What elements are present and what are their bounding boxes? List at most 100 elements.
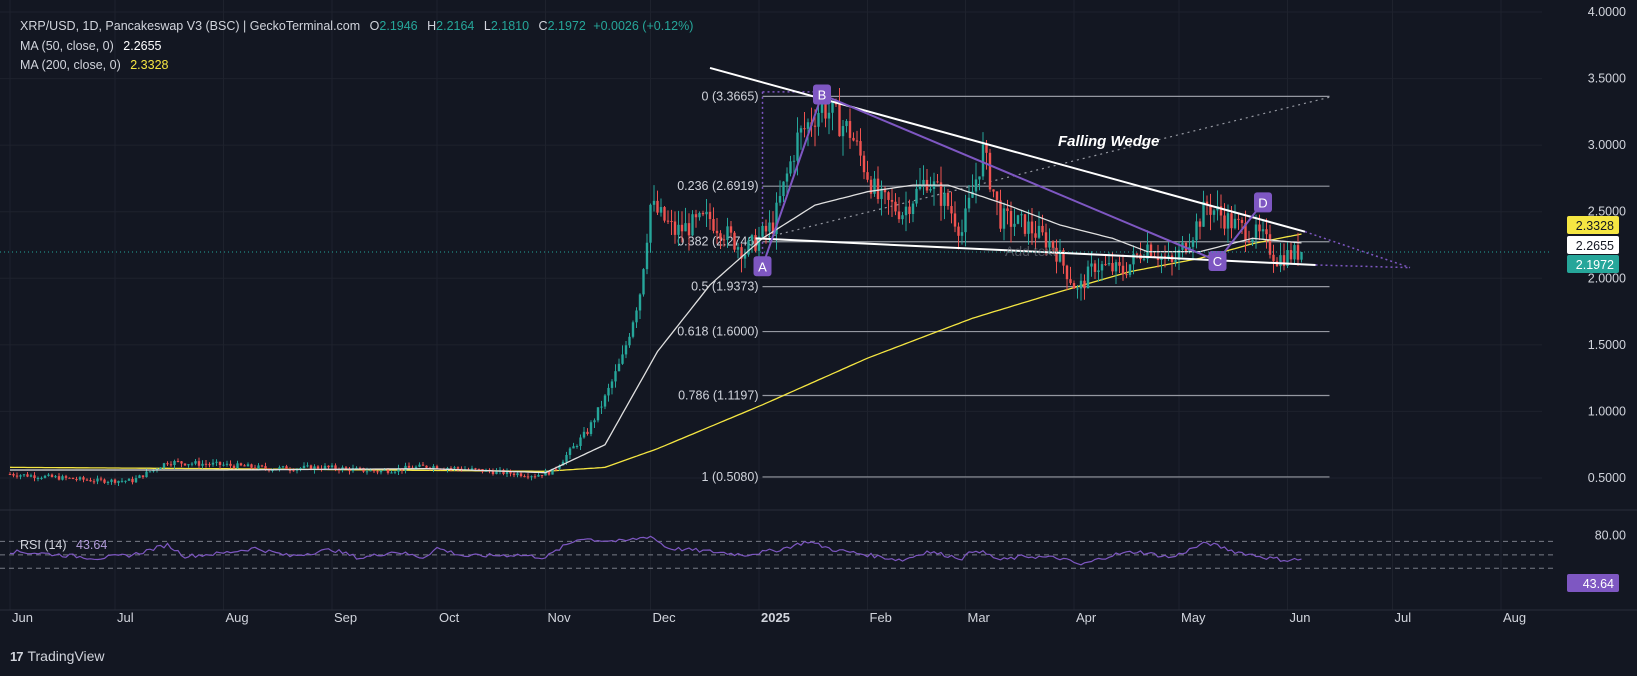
candle-body xyxy=(673,221,677,235)
rsi-badge-bg xyxy=(1567,574,1619,592)
candle-body xyxy=(96,478,99,482)
candle-body xyxy=(383,469,386,471)
candle-body xyxy=(855,140,859,142)
candle-body xyxy=(1009,211,1013,227)
price-badge: 2.1972 xyxy=(1567,255,1619,273)
candle-body xyxy=(873,178,876,194)
candle-body xyxy=(1111,263,1114,272)
candle-body xyxy=(971,191,974,198)
symbol-legend[interactable]: XRP/USD, 1D, Pancakeswap V3 (BSC) | Geck… xyxy=(20,19,693,33)
candle-body xyxy=(407,465,411,468)
time-tick-label: May xyxy=(1181,610,1206,625)
candle-body xyxy=(537,475,540,477)
candle-body xyxy=(1048,241,1051,248)
candle-body xyxy=(782,181,785,197)
candle-body xyxy=(943,192,946,206)
candle-body xyxy=(1034,233,1037,238)
rsi-badge: 43.64 xyxy=(1567,574,1619,592)
candle-body xyxy=(162,463,166,468)
candle-body xyxy=(1128,264,1132,275)
candle-body xyxy=(201,463,204,466)
candle-body xyxy=(82,477,85,480)
price-tick-label: 2.5000 xyxy=(1588,205,1626,219)
candle-body xyxy=(1093,263,1097,272)
candle-body xyxy=(1037,225,1041,238)
time-tick-label: Mar xyxy=(968,610,991,625)
candle-body xyxy=(1191,240,1195,247)
pattern-point-d[interactable]: D xyxy=(1254,192,1272,213)
time-axis[interactable]: Jun Jul Aug Sep Oct Nov Dec 2025 Feb Mar Apr May Jun… xyxy=(12,610,1526,625)
candle-body xyxy=(1261,229,1265,232)
abcd-pattern-line[interactable] xyxy=(821,93,1218,262)
candle-body xyxy=(929,188,932,191)
candle-body xyxy=(183,463,187,466)
candle-body xyxy=(355,467,358,469)
candle-body xyxy=(918,184,922,189)
candle-body xyxy=(904,206,908,216)
candle-body xyxy=(824,101,827,119)
candle-body xyxy=(253,467,257,469)
candle-body xyxy=(299,468,302,470)
candle-body xyxy=(876,178,880,199)
candle-body xyxy=(582,431,586,438)
tradingview-brand[interactable]: 17 TradingView xyxy=(10,648,105,664)
candle-body xyxy=(124,480,127,482)
fibonacci-retracement[interactable]: 0 (3.3665)0.236 (2.6919)0.382 (2.2746)0.… xyxy=(677,89,1330,484)
candle-body xyxy=(981,144,985,177)
candle-body xyxy=(1100,264,1104,271)
falling-wedge-annotation[interactable]: Falling Wedge xyxy=(1058,133,1159,150)
candle-body xyxy=(362,467,365,472)
candle-body xyxy=(1282,255,1286,267)
change-value: +0.0026 (+0.12%) xyxy=(593,19,694,33)
price-tick-label: 3.5000 xyxy=(1588,72,1626,86)
candle-body xyxy=(887,192,890,200)
pattern-drawings[interactable]: A B C D Falling Wedge Add text xyxy=(709,66,1411,277)
ma200-legend[interactable]: MA (200, close, 0) 2.3328 xyxy=(20,58,168,72)
candle-body xyxy=(495,470,498,475)
candle-body xyxy=(330,465,334,468)
candle-body xyxy=(523,476,526,478)
price-axis[interactable]: 4.0000 3.5000 3.0000 2.5000 2.0000 1.5000 1.00… xyxy=(1588,5,1626,542)
pattern-point-label: B xyxy=(818,88,827,103)
candle-body xyxy=(848,121,852,138)
fib-trend-line[interactable] xyxy=(762,96,1330,239)
candle-body xyxy=(796,132,799,161)
candle-body xyxy=(1219,206,1223,216)
abcd-pattern-line[interactable] xyxy=(761,94,823,267)
candle-body xyxy=(894,201,897,212)
candle-body xyxy=(565,454,568,462)
candle-body xyxy=(103,479,106,483)
candle-body xyxy=(1174,260,1177,263)
candle-body xyxy=(677,224,680,235)
price-badge-value: 2.2655 xyxy=(1576,239,1614,253)
pattern-point-c[interactable]: C xyxy=(1208,250,1227,271)
candle-body xyxy=(831,102,834,113)
candle-body xyxy=(1209,205,1212,215)
candle-body xyxy=(820,101,824,113)
candle-body xyxy=(666,220,670,222)
rsi-legend[interactable]: RSI (14) 43.64 xyxy=(20,538,107,552)
candle-body xyxy=(218,461,222,466)
candle-body xyxy=(792,160,796,162)
pattern-point-a[interactable]: A xyxy=(753,256,772,277)
fib-level-label: 1 (0.5080) xyxy=(702,470,759,484)
time-tick-label: Apr xyxy=(1076,610,1097,625)
candle-body xyxy=(1083,280,1086,289)
candle-body xyxy=(1030,221,1034,234)
candle-body xyxy=(705,211,708,215)
candle-body xyxy=(960,232,964,236)
ma50-legend[interactable]: MA (50, close, 0) 2.2655 xyxy=(20,39,162,53)
candle-body xyxy=(995,191,999,201)
candle-body xyxy=(99,478,103,480)
pattern-point-b[interactable]: B xyxy=(813,84,831,105)
abcd-pattern-line[interactable] xyxy=(1216,201,1264,262)
candle-body xyxy=(789,161,792,174)
candle-body xyxy=(764,225,768,232)
wedge-upper-extension xyxy=(1304,230,1411,269)
candle-body xyxy=(40,477,43,479)
candle-body xyxy=(1296,245,1300,260)
candle-body xyxy=(684,223,687,232)
candle-body xyxy=(197,461,201,466)
candle-body xyxy=(194,461,197,464)
wedge-upper-line[interactable] xyxy=(709,66,1306,233)
